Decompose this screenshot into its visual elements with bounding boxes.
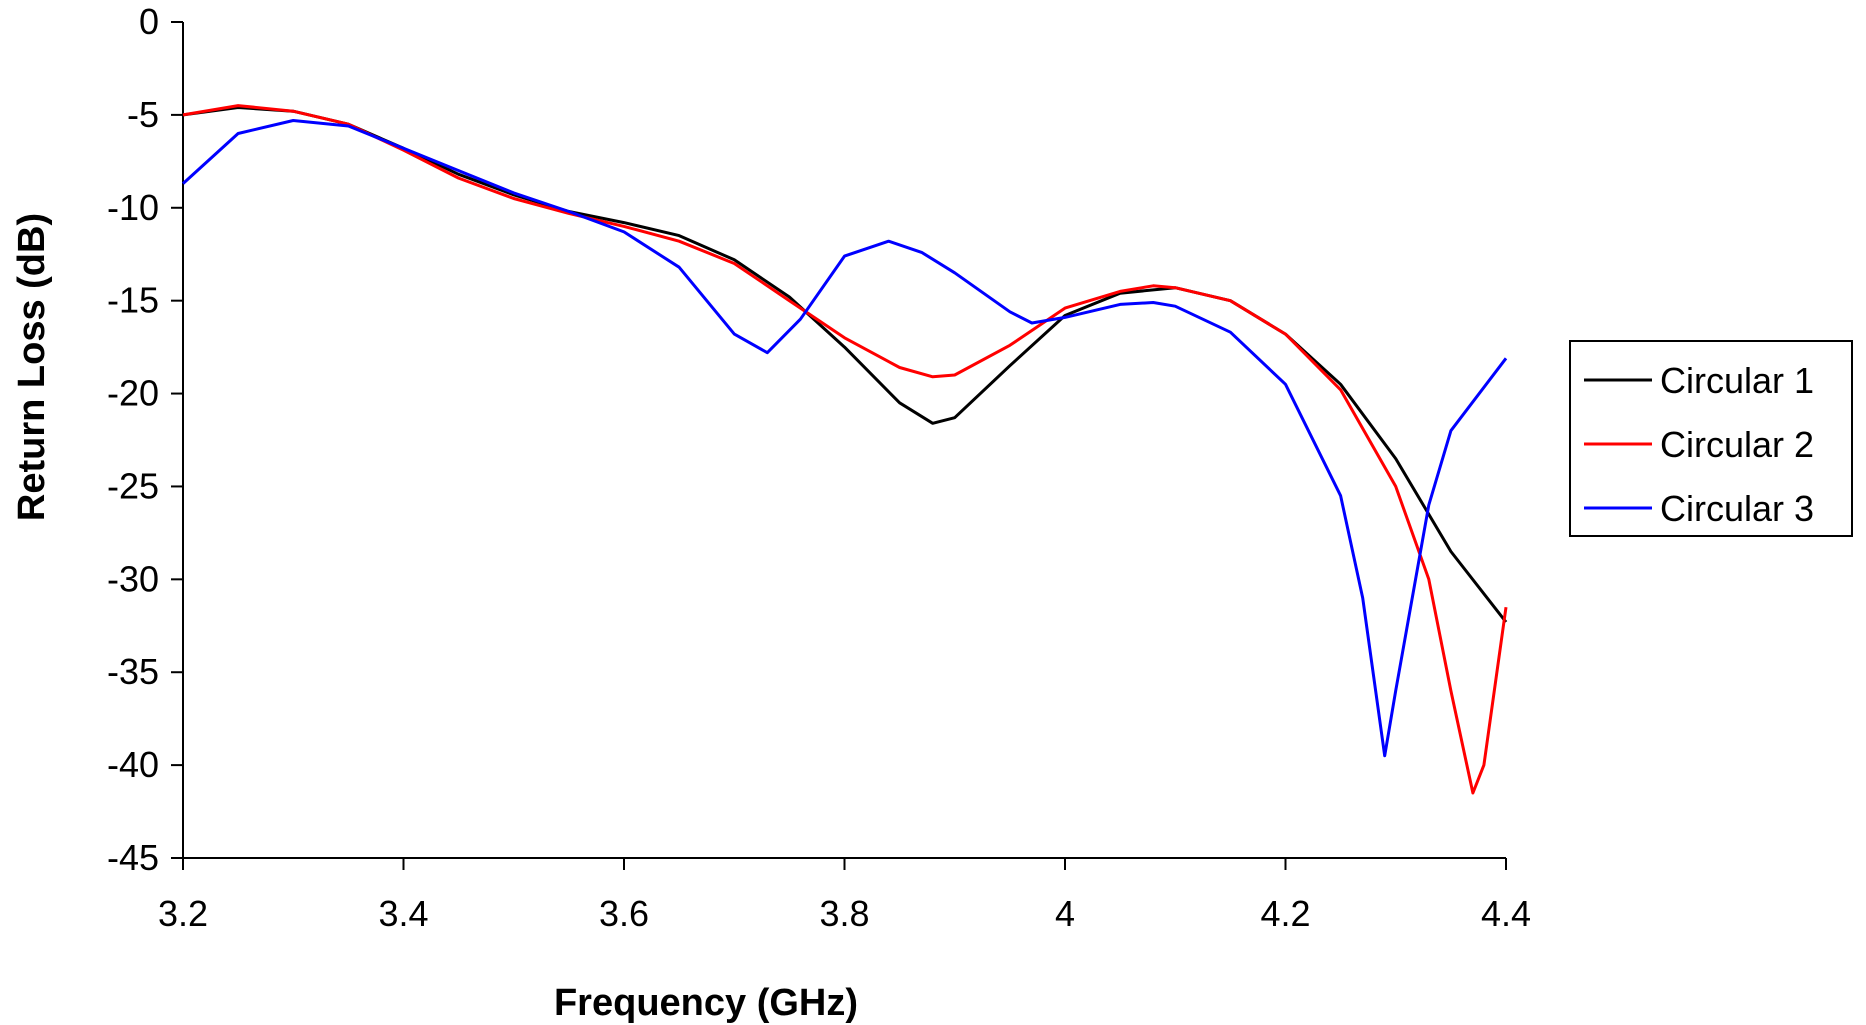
y-tick-label: -45 bbox=[107, 837, 159, 878]
x-tick-label: 4.2 bbox=[1260, 893, 1310, 934]
y-tick-label: -30 bbox=[107, 558, 159, 599]
y-tick-label: 0 bbox=[139, 1, 159, 42]
y-tick-label: -35 bbox=[107, 651, 159, 692]
y-tick-label: -15 bbox=[107, 280, 159, 321]
y-axis-ticks: 0 -5 -10 -15 -20 -25 -30 -35 -40 -45 bbox=[107, 1, 183, 878]
y-tick-label: -20 bbox=[107, 373, 159, 414]
legend-label-1: Circular 1 bbox=[1660, 360, 1814, 401]
x-tick-label: 3.2 bbox=[158, 893, 208, 934]
series-line-3 bbox=[181, 119, 1508, 758]
legend-box bbox=[1569, 340, 1853, 537]
x-tick-label: 3.8 bbox=[819, 893, 869, 934]
x-tick-label: 4 bbox=[1055, 893, 1075, 934]
y-tick-label: -25 bbox=[107, 465, 159, 506]
y-tick-label: -5 bbox=[127, 94, 159, 135]
chart-legend: Circular 1 Circular 2 Circular 3 bbox=[1569, 340, 1853, 537]
y-tick-label: -10 bbox=[107, 187, 159, 228]
chart-axes bbox=[182, 22, 1506, 859]
legend-label-2: Circular 2 bbox=[1660, 424, 1814, 465]
x-tick-label: 3.4 bbox=[378, 893, 428, 934]
chart-series-lines bbox=[181, 104, 1508, 795]
x-tick-label: 3.6 bbox=[599, 893, 649, 934]
x-tick-label: 4.4 bbox=[1481, 893, 1531, 934]
y-axis-title: Return Loss (dB) bbox=[11, 213, 53, 521]
x-axis-title: Frequency (GHz) bbox=[554, 982, 858, 1024]
y-tick-label: -40 bbox=[107, 744, 159, 785]
series-line-2 bbox=[182, 104, 1508, 795]
x-axis-ticks: 3.2 3.4 3.6 3.8 4 4.2 4.4 bbox=[158, 858, 1531, 934]
legend-label-3: Circular 3 bbox=[1660, 488, 1814, 529]
series-line-1 bbox=[182, 106, 1508, 624]
